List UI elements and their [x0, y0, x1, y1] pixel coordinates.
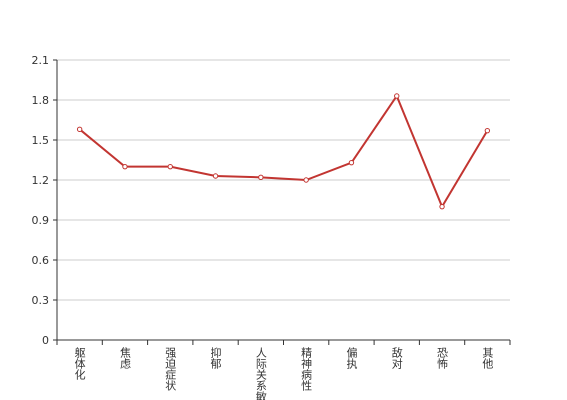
- x-tick-label: 强迫症状: [164, 347, 177, 391]
- point: [303, 177, 309, 183]
- point: [167, 163, 173, 170]
- y-tick-label: 0.9: [32, 214, 50, 227]
- x-tick-label: 焦虑: [118, 347, 131, 369]
- x-tick-label: 偏执: [345, 346, 358, 370]
- line: [79, 93, 489, 209]
- y-tick-label: 1.2: [32, 174, 50, 187]
- point: [258, 174, 264, 181]
- x-tick-label: 其他: [481, 347, 494, 369]
- y-tick-label: 1.8: [32, 94, 50, 107]
- point: [484, 127, 491, 134]
- x-tick-label: 恐怖: [436, 347, 449, 369]
- x-tick-label: 躯体化: [73, 347, 86, 381]
- y-tick-label: 2.1: [32, 54, 50, 67]
- point: [348, 159, 355, 166]
- x-tick-label: 敌对: [390, 346, 403, 369]
- y-tick-label: 1.5: [32, 134, 50, 147]
- point: [122, 163, 128, 170]
- x-tick-label: 精神病性: [300, 347, 313, 392]
- point: [394, 93, 400, 99]
- y-tick-label: 0.3: [32, 294, 50, 307]
- x-tick-label: 人际关系敏感: [254, 347, 267, 400]
- x-tick-label: 抑郁: [209, 346, 222, 369]
- point: [212, 173, 219, 179]
- y-tick-label: 0.6: [32, 254, 50, 267]
- point: [439, 203, 445, 210]
- point: [76, 126, 83, 133]
- y-tick-label: 0: [42, 334, 49, 347]
